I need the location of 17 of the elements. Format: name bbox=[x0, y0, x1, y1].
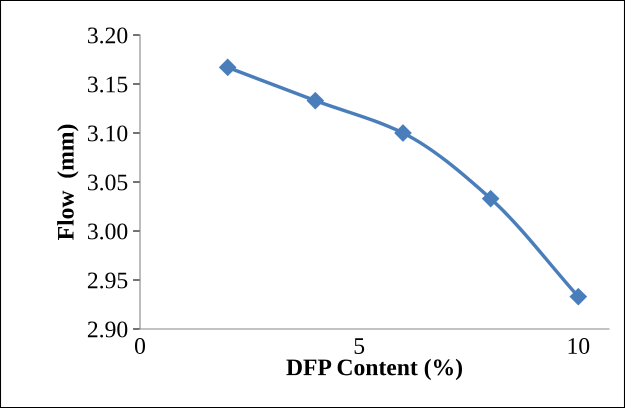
y-tick-label: 3.00 bbox=[88, 223, 128, 240]
point bbox=[394, 124, 412, 142]
y-tick-label: 3.05 bbox=[88, 174, 128, 191]
point bbox=[219, 58, 236, 76]
y-axis-title: Flow (mm) bbox=[57, 124, 79, 240]
point bbox=[306, 92, 324, 110]
y-tick-label: 3.20 bbox=[88, 27, 128, 44]
x-axis-title: DFP Content (%) bbox=[286, 358, 462, 380]
point bbox=[482, 190, 500, 208]
y-tick-label: 3.10 bbox=[88, 125, 128, 142]
y-tick-label: 2.95 bbox=[88, 272, 128, 289]
y-tick-label: 3.15 bbox=[88, 76, 128, 93]
x-tick-label: 10 bbox=[568, 338, 590, 354]
point bbox=[570, 288, 587, 306]
x-tick-label: 0 bbox=[134, 338, 146, 354]
x-tick-label: 5 bbox=[354, 338, 364, 354]
y-tick-label: 2.90 bbox=[88, 321, 128, 338]
